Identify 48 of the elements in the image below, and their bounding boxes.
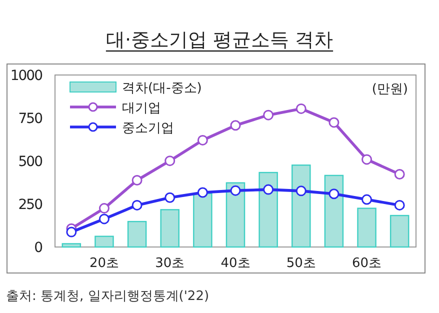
bar — [324, 174, 344, 248]
bar — [258, 172, 278, 248]
point — [132, 200, 142, 210]
point — [98, 214, 110, 224]
point — [230, 185, 241, 196]
point — [362, 154, 372, 165]
point — [328, 188, 340, 200]
x-tick-label: 20초 — [89, 256, 119, 271]
source-note: 출처: 통계청, 일자리행정통계('22) — [6, 289, 210, 304]
point — [197, 134, 208, 146]
bar — [390, 214, 410, 248]
point — [230, 120, 241, 131]
point — [328, 117, 340, 128]
point — [164, 156, 176, 166]
x-tick-label: 50초 — [286, 256, 316, 271]
point — [66, 226, 77, 238]
y-tick-label: 500 — [18, 154, 42, 170]
y-tick-label: 250 — [18, 197, 42, 213]
bar — [193, 192, 212, 248]
bar — [94, 236, 114, 248]
bar — [160, 209, 180, 248]
legend-label: 격차(대-중소) — [122, 81, 202, 96]
legend-label: 대기업 — [122, 101, 161, 116]
point — [132, 175, 142, 186]
chart-title: 대·중소기업 평균소득 격차 — [106, 29, 334, 51]
x-tick-label: 60초 — [352, 256, 382, 271]
point — [394, 200, 405, 210]
x-tick-label: 40초 — [220, 256, 250, 271]
legend-label: 중소기업 — [122, 121, 174, 136]
x-tick-label: 30초 — [155, 256, 185, 271]
point — [296, 186, 306, 196]
point — [263, 110, 274, 120]
y-tick-label: 0 — [34, 240, 42, 256]
bar — [357, 208, 376, 248]
point — [164, 192, 176, 203]
annotation: (만원) — [372, 82, 408, 97]
bar — [292, 164, 311, 248]
bar — [226, 182, 246, 248]
y-tick-label: 1000 — [10, 68, 42, 84]
bar — [62, 243, 82, 248]
y-tick-label: 750 — [18, 111, 42, 127]
point — [197, 187, 208, 198]
point — [362, 194, 372, 205]
point — [263, 184, 274, 195]
point — [296, 103, 306, 114]
bar — [127, 220, 147, 248]
point — [98, 203, 110, 214]
point — [394, 168, 405, 180]
